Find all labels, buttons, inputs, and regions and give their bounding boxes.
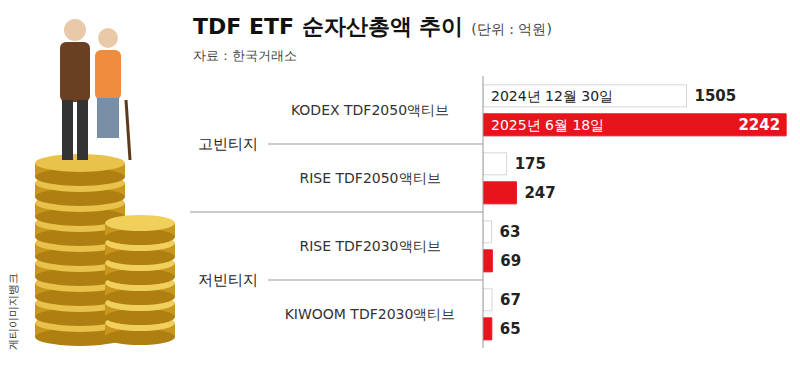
svg-text:67: 67 <box>500 291 521 309</box>
svg-text:자료 : 한국거래소: 자료 : 한국거래소 <box>193 48 297 63</box>
svg-text:175: 175 <box>515 155 546 173</box>
svg-text:2242: 2242 <box>738 116 780 134</box>
svg-text:RISE TDF2030액티브: RISE TDF2030액티브 <box>299 238 440 254</box>
svg-text:KODEX TDF2050액티브: KODEX TDF2050액티브 <box>291 102 449 118</box>
svg-text:2024년 12월 30일: 2024년 12월 30일 <box>491 88 613 104</box>
svg-text:게티이미지뱅크: 게티이미지뱅크 <box>7 273 20 350</box>
svg-text:고빈티지: 고빈티지 <box>198 135 258 153</box>
svg-text:KIWOOM TDF2030액티브: KIWOOM TDF2030액티브 <box>285 306 456 322</box>
svg-text:1505: 1505 <box>695 87 737 105</box>
svg-text:RISE TDF2050액티브: RISE TDF2050액티브 <box>299 170 440 186</box>
svg-text:69: 69 <box>500 252 521 270</box>
svg-text:247: 247 <box>524 184 555 202</box>
svg-text:TDF ETF 순자산총액 추이(단위 : 억원): TDF ETF 순자산총액 추이(단위 : 억원) <box>193 14 552 39</box>
svg-text:63: 63 <box>500 223 521 241</box>
svg-text:저빈티지: 저빈티지 <box>198 271 258 289</box>
svg-text:2025년 6월 18일: 2025년 6월 18일 <box>491 117 604 133</box>
svg-text:65: 65 <box>500 320 521 338</box>
